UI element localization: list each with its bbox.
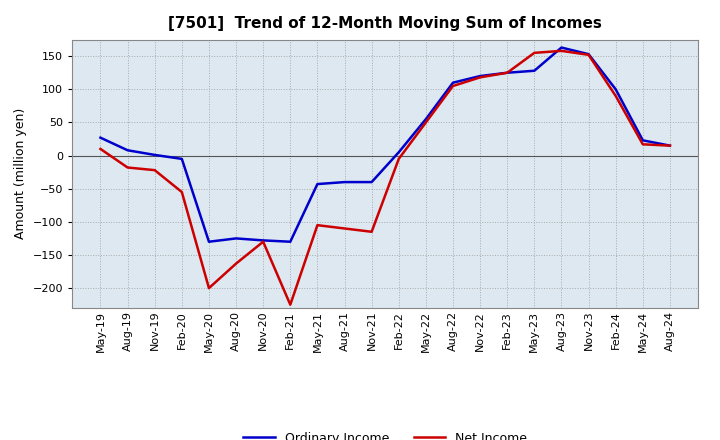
Ordinary Income	[665, 143, 674, 148]
Ordinary Income	[313, 181, 322, 187]
Ordinary Income	[150, 152, 159, 158]
Net Income	[449, 83, 457, 88]
Ordinary Income	[178, 156, 186, 161]
Ordinary Income	[584, 51, 593, 57]
Net Income	[150, 168, 159, 173]
Ordinary Income	[530, 68, 539, 73]
Ordinary Income	[503, 70, 511, 75]
Ordinary Income	[476, 73, 485, 79]
Net Income	[476, 75, 485, 80]
Title: [7501]  Trend of 12-Month Moving Sum of Incomes: [7501] Trend of 12-Month Moving Sum of I…	[168, 16, 602, 32]
Net Income	[639, 142, 647, 147]
Line: Net Income: Net Income	[101, 51, 670, 304]
Net Income	[611, 93, 620, 99]
Net Income	[557, 48, 566, 54]
Net Income	[665, 143, 674, 148]
Ordinary Income	[123, 148, 132, 153]
Legend: Ordinary Income, Net Income: Ordinary Income, Net Income	[238, 427, 532, 440]
Ordinary Income	[557, 45, 566, 50]
Net Income	[313, 223, 322, 228]
Net Income	[178, 189, 186, 194]
Ordinary Income	[232, 236, 240, 241]
Ordinary Income	[611, 87, 620, 92]
Ordinary Income	[639, 138, 647, 143]
Ordinary Income	[449, 80, 457, 85]
Net Income	[584, 52, 593, 58]
Ordinary Income	[96, 135, 105, 140]
Net Income	[286, 302, 294, 307]
Net Income	[395, 156, 403, 161]
Net Income	[232, 261, 240, 266]
Ordinary Income	[367, 180, 376, 185]
Net Income	[367, 229, 376, 235]
Ordinary Income	[259, 238, 268, 243]
Net Income	[421, 120, 430, 125]
Net Income	[96, 147, 105, 152]
Net Income	[259, 239, 268, 244]
Net Income	[341, 226, 349, 231]
Ordinary Income	[286, 239, 294, 244]
Net Income	[123, 165, 132, 170]
Net Income	[530, 50, 539, 55]
Ordinary Income	[341, 180, 349, 185]
Net Income	[204, 286, 213, 291]
Ordinary Income	[395, 150, 403, 155]
Y-axis label: Amount (million yen): Amount (million yen)	[14, 108, 27, 239]
Ordinary Income	[204, 239, 213, 244]
Line: Ordinary Income: Ordinary Income	[101, 48, 670, 242]
Ordinary Income	[421, 117, 430, 122]
Net Income	[503, 70, 511, 75]
